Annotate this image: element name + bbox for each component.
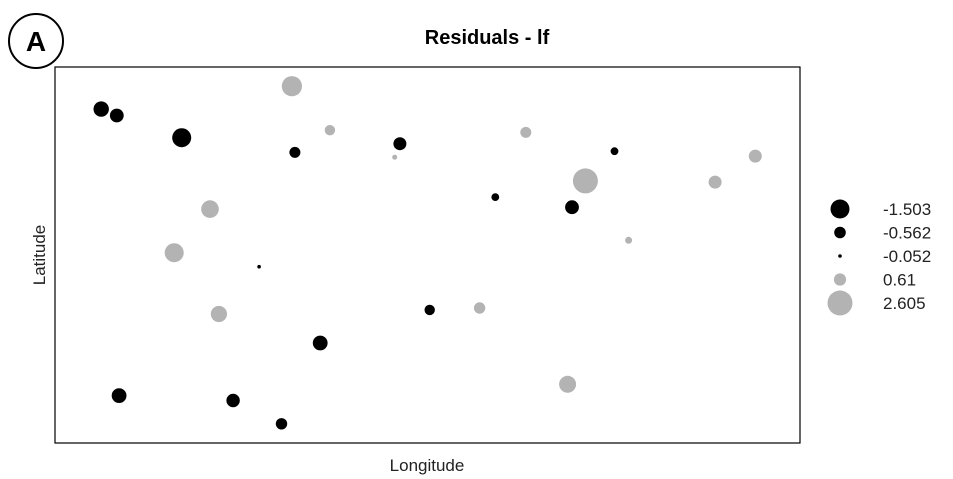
legend-marker-5 (827, 290, 853, 316)
data-point-16 (324, 125, 336, 136)
legend-label-3: -0.052 (883, 247, 931, 266)
legend: -1.503 -0.562 -0.052 0.61 2.605 (827, 199, 931, 316)
data-point-22 (625, 236, 633, 244)
legend-marker-3 (838, 254, 842, 258)
data-point-18 (520, 126, 532, 138)
data-point-25 (210, 305, 227, 323)
data-point-26 (473, 302, 486, 314)
data-point-4 (289, 146, 301, 158)
data-point-11 (312, 335, 328, 351)
data-point-17 (392, 154, 398, 160)
data-points (93, 76, 762, 430)
data-point-20 (708, 175, 722, 189)
legend-marker-1 (830, 199, 850, 219)
data-point-12 (111, 388, 127, 403)
y-axis-label: Latitude (30, 225, 49, 286)
panel-label: A (8, 13, 64, 69)
data-point-14 (275, 418, 288, 430)
legend-label-2: -0.562 (883, 224, 931, 243)
panel-label-circle (8, 13, 64, 69)
data-point-23 (201, 200, 219, 218)
legend-label-4: 0.61 (883, 271, 916, 290)
data-point-27 (559, 375, 577, 393)
data-point-5 (393, 137, 407, 151)
legend-label-1: -1.503 (883, 200, 931, 219)
data-point-7 (491, 193, 500, 202)
data-point-3 (172, 128, 192, 148)
legend-marker-4 (833, 273, 847, 286)
data-point-19 (572, 168, 598, 194)
x-axis-label: Longitude (390, 456, 465, 475)
data-point-13 (226, 393, 240, 408)
legend-marker-2 (834, 226, 846, 239)
data-point-2 (109, 108, 124, 123)
chart-title: Residuals - lf (425, 27, 550, 49)
data-point-1 (93, 101, 109, 117)
legend-label-5: 2.605 (883, 294, 926, 313)
data-point-6 (610, 147, 619, 156)
data-point-8 (565, 200, 579, 215)
data-point-24 (164, 243, 184, 263)
data-point-21 (748, 149, 762, 163)
data-point-10 (424, 304, 435, 316)
panel-label-text: A (26, 26, 46, 57)
plot-frame (54, 66, 801, 444)
data-point-9 (257, 264, 261, 269)
data-point-15 (281, 76, 302, 97)
